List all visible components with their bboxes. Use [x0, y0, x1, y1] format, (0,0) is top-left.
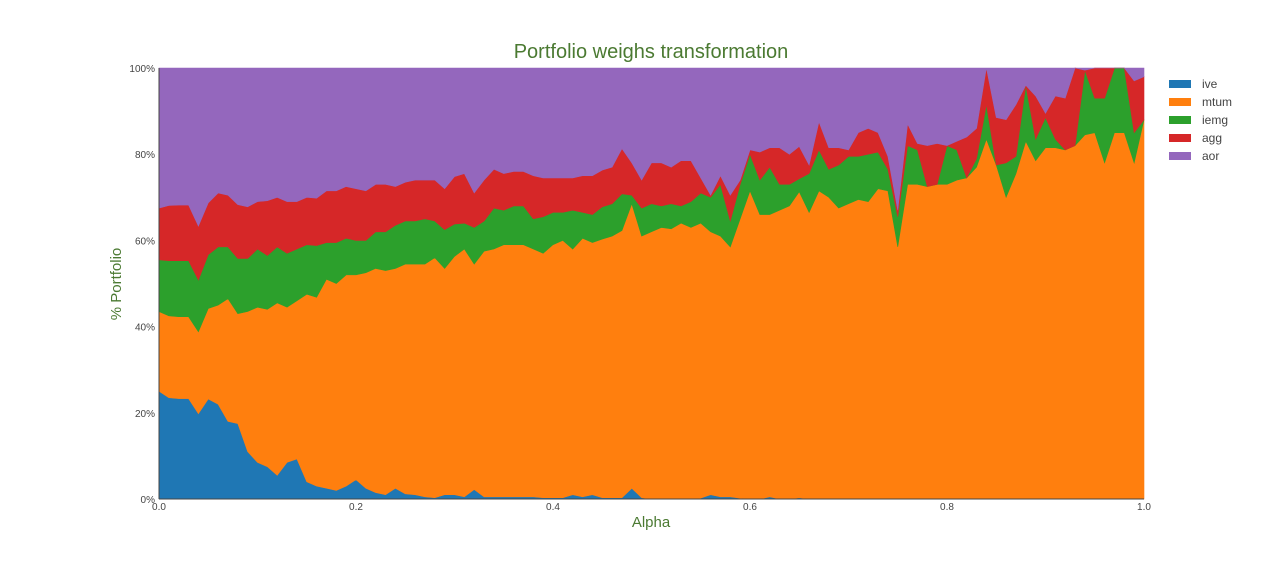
x-tick-label: 0.6 — [743, 502, 757, 513]
y-tick-labels: 0% 20% 40% 60% 80% 100% — [129, 64, 155, 506]
legend-swatch-mtum — [1169, 98, 1191, 106]
stacked-area-group — [158, 67, 1145, 500]
x-tick-label: 0.4 — [546, 502, 560, 513]
x-tick-label: 1.0 — [1137, 502, 1151, 513]
x-tick-labels: 0.0 0.2 0.4 0.6 0.8 1.0 — [152, 502, 1151, 513]
x-tick-label: 0.8 — [940, 502, 954, 513]
legend-swatch-iemg — [1169, 116, 1191, 124]
legend-label-mtum: mtum — [1202, 95, 1232, 109]
legend-label-aor: aor — [1202, 149, 1219, 163]
x-tick-label: 0.0 — [152, 502, 166, 513]
y-tick-label: 40% — [135, 323, 155, 334]
legend-label-agg: agg — [1202, 131, 1222, 145]
y-tick-label: 60% — [135, 236, 155, 247]
legend-swatch-ive — [1169, 80, 1191, 88]
chart-title: Portfolio weighs transformation — [514, 41, 789, 63]
y-tick-label: 0% — [141, 495, 156, 506]
legend-swatch-agg — [1169, 134, 1191, 142]
x-axis-title: Alpha — [632, 514, 671, 531]
legend: ive mtum iemg agg aor — [1169, 77, 1232, 163]
legend-label-ive: ive — [1202, 77, 1218, 91]
y-tick-label: 80% — [135, 150, 155, 161]
legend-swatch-aor — [1169, 152, 1191, 160]
area-aor — [158, 67, 1145, 227]
legend-label-iemg: iemg — [1202, 113, 1228, 127]
x-tick-label: 0.2 — [349, 502, 363, 513]
y-tick-label: 20% — [135, 409, 155, 420]
y-axis-title: % Portfolio — [108, 248, 125, 321]
y-tick-label: 100% — [129, 64, 155, 75]
axes-group — [158, 68, 1144, 500]
